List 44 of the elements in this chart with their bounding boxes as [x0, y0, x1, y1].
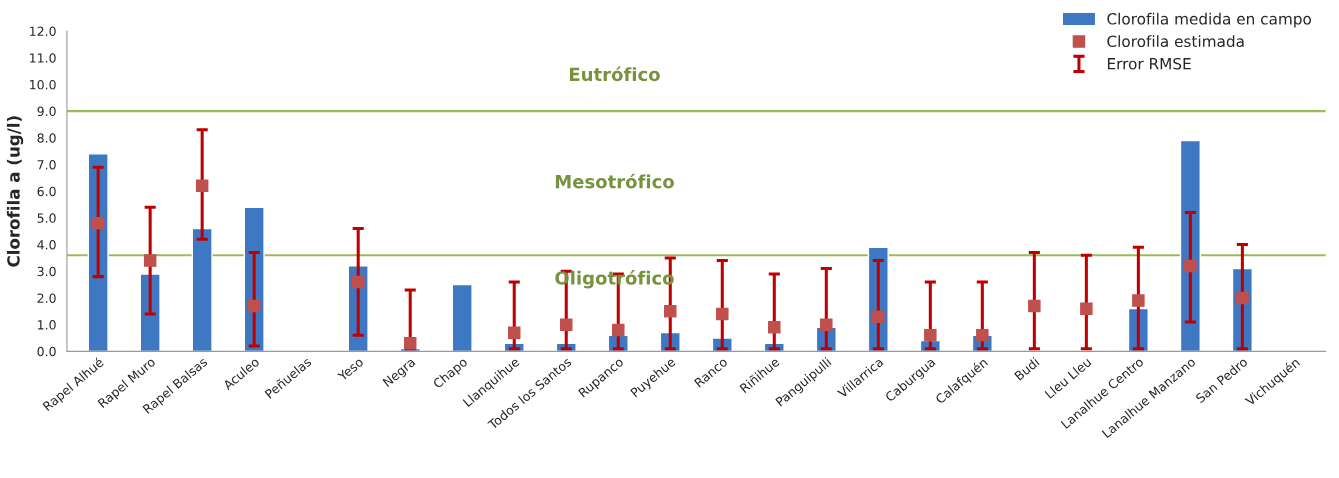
y-axis-title: Clorofila a (ug/l): [6, 116, 24, 267]
point: [1080, 302, 1093, 315]
y-tick-label: 8.0: [37, 133, 56, 143]
y-tick-label: 7.0: [37, 159, 56, 170]
x-tick-label: Yeso: [337, 356, 364, 382]
annotation: Error RMSE: [1107, 57, 1191, 70]
annotation: Eutrófico: [569, 66, 660, 82]
point: [664, 305, 677, 318]
bar: [191, 227, 213, 352]
point: [351, 275, 365, 289]
y-tick-label: 11.0: [30, 53, 56, 63]
point: [924, 329, 937, 342]
point: [195, 179, 209, 193]
y-tick-label: 1.0: [38, 320, 56, 330]
point: [768, 321, 781, 334]
y-tick-label: 5.0: [37, 213, 56, 223]
point: [1028, 299, 1041, 313]
point: [820, 318, 833, 331]
legend-label: Clorofila estimada: [1107, 35, 1244, 48]
y-tick-label: 9.0: [37, 106, 56, 117]
point: [612, 323, 625, 337]
point: [560, 318, 573, 331]
point: [403, 337, 417, 350]
bar: [139, 273, 161, 352]
point: [1132, 294, 1145, 307]
point: [507, 326, 521, 339]
point: [1236, 291, 1249, 305]
y-tick-label: 10.0: [30, 79, 56, 90]
point: [143, 254, 157, 267]
legend-label: Clorofila medida en campo: [1107, 12, 1312, 28]
y-tick-label: 2.0: [37, 293, 56, 303]
y-tick-label: 12.0: [30, 26, 56, 36]
annotation: Mesotrófico: [555, 173, 674, 189]
point: [91, 216, 105, 230]
point: [872, 310, 885, 323]
bar: [451, 283, 473, 352]
y-tick-label: 4.0: [37, 240, 56, 250]
y-tick-label: 6.0: [37, 186, 56, 197]
point: [716, 307, 729, 321]
y-tick-label: 0.0: [37, 346, 56, 357]
point: [976, 329, 989, 342]
y-tick-label: 3.0: [37, 266, 56, 277]
point: [1184, 259, 1197, 273]
point: [247, 299, 261, 313]
